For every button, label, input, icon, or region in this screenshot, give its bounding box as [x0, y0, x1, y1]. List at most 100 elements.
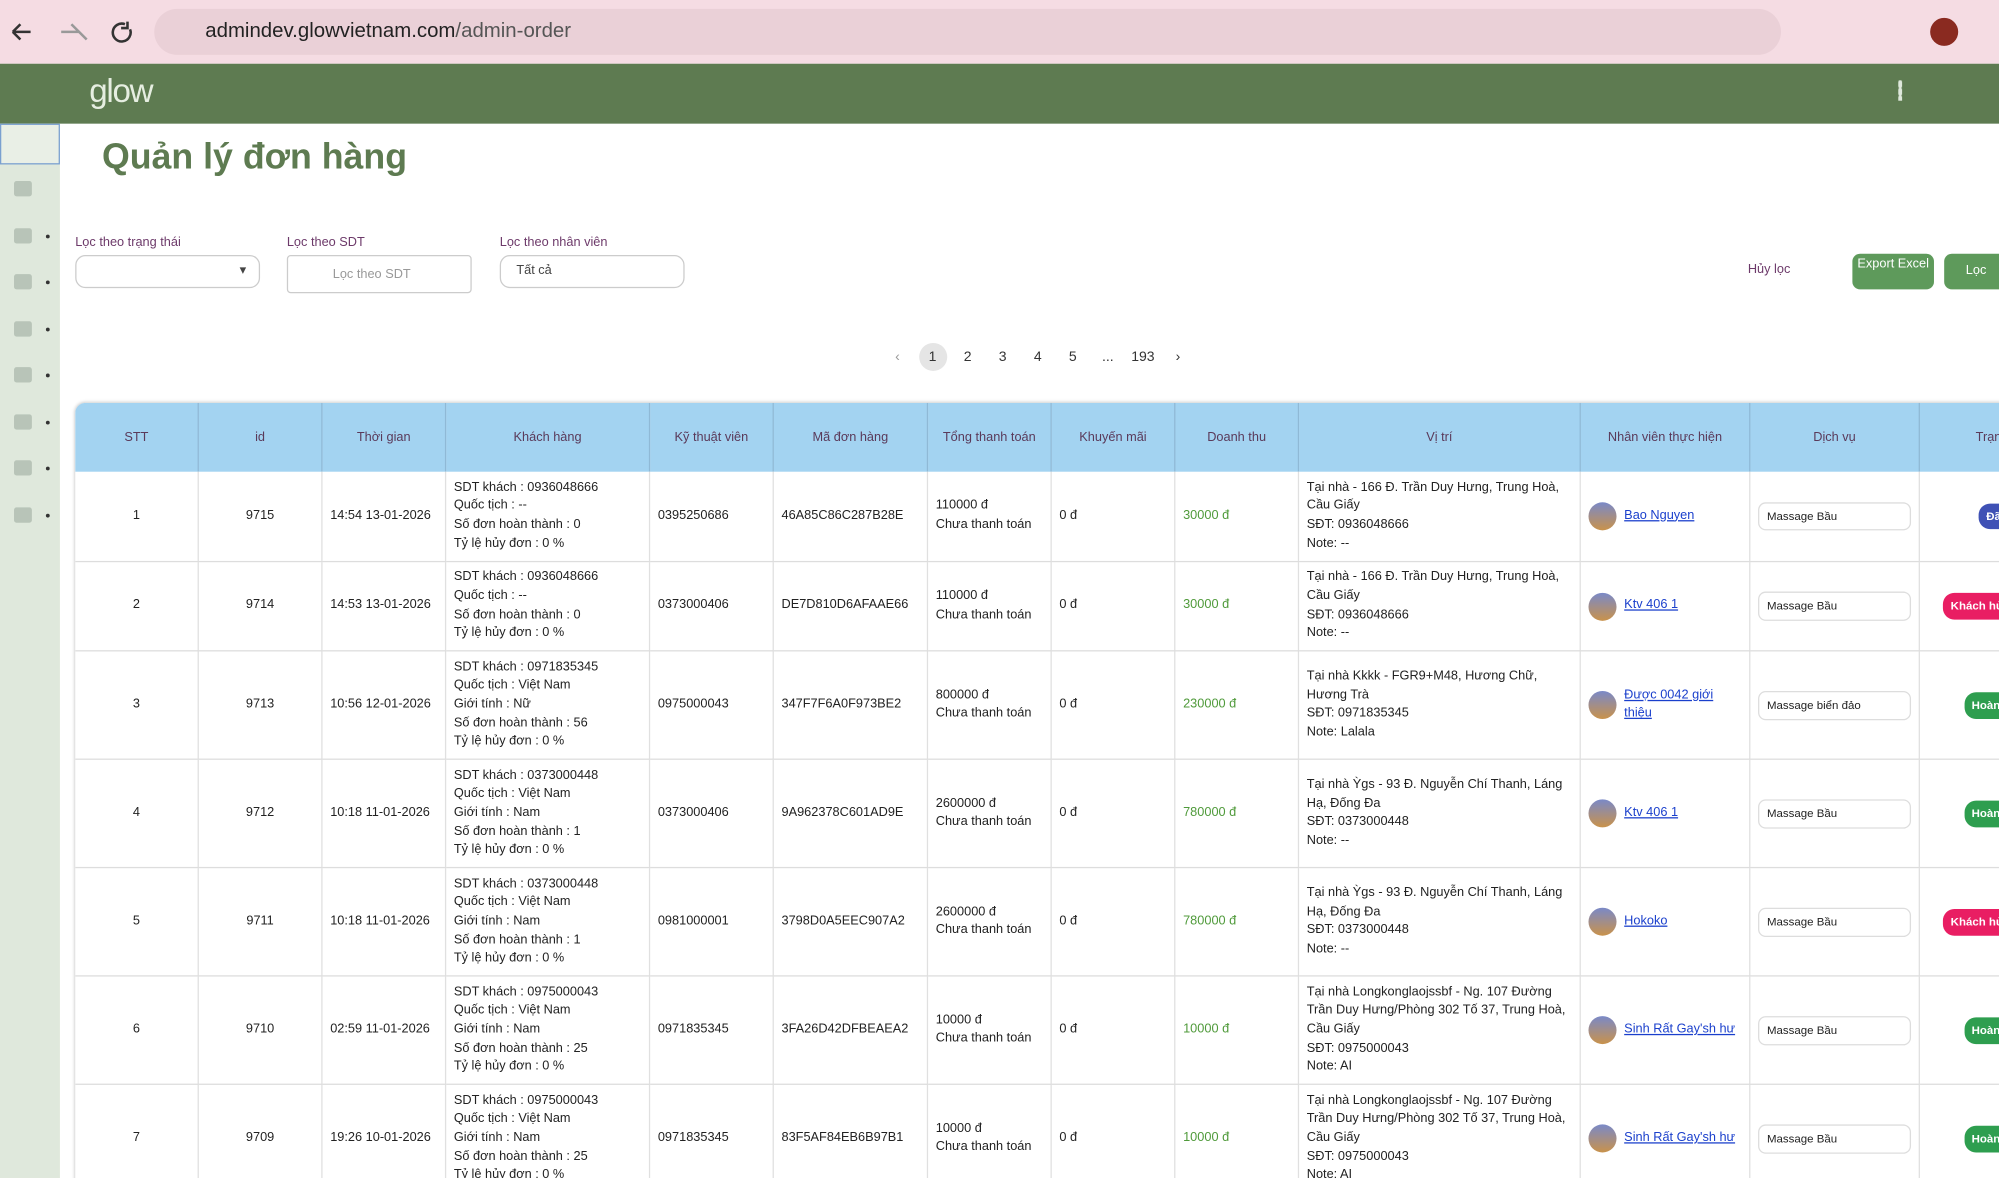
total-payment: Chưa thanh toán: [935, 815, 1032, 830]
export-button[interactable]: Export Excel: [1852, 253, 1934, 290]
customer-info: SDT khách : 0936048666: [453, 570, 599, 585]
staff-name[interactable]: Sinh Rất Gay'sh hư: [1624, 1130, 1736, 1145]
status-cell: Hoàn thành: [1919, 759, 1999, 869]
location-cell: Tại nhà Longkonglaojssbf - Ng. 107 Đường…: [1298, 976, 1581, 1086]
prev-page[interactable]: ‹: [895, 349, 900, 365]
url-bar[interactable]: admindev.glowvietnam.com/admin-order: [154, 8, 1781, 55]
location-cell: Tại nhà - 166 Đ. Trần Duy Hưng, Trung Ho…: [1298, 561, 1581, 652]
next-page[interactable]: ›: [1175, 349, 1181, 365]
filter-button[interactable]: Lọc: [1944, 253, 1999, 290]
status-select[interactable]: ▾: [75, 254, 261, 289]
staff-cell: Ktv 406 1: [1580, 759, 1751, 869]
staff-name[interactable]: Bao Nguyen: [1624, 508, 1695, 523]
service-cell: Massage Bầu: [1749, 867, 1920, 977]
menu-dots[interactable]: [1898, 80, 1903, 101]
sidebar-icon[interactable]: [14, 460, 32, 476]
status-cell: Đã duyệt: [1919, 471, 1999, 563]
sidebar-icon[interactable]: [14, 367, 32, 383]
sidebar-icon[interactable]: [14, 413, 32, 429]
page-button[interactable]: 193: [1131, 349, 1155, 365]
page-button[interactable]: 1: [918, 342, 947, 371]
staff-name[interactable]: Ktv 406 1: [1624, 598, 1679, 613]
location-cell: Tại nhà Kkkk - FGR9+M48, Hương Chữ, Hươn…: [1298, 651, 1581, 761]
total-payment: Chưa thanh toán: [935, 1140, 1032, 1155]
customer-info: Số đơn hoàn thành : 0: [453, 517, 581, 532]
customer-info: Tỷ lệ hủy đơn : 0 %: [453, 1059, 565, 1074]
service: Massage biển đảo: [1758, 690, 1912, 720]
customer-info-cell: SDT khách : 0936048666 Quốc tịch : -- Số đ…: [445, 561, 651, 652]
customer-info: SDT khách : 0975000043: [453, 985, 599, 1000]
order-id: 9714: [198, 561, 323, 652]
revenue: 230000 đ: [1174, 651, 1300, 761]
customer-info: Quốc tịch : Việt Nam: [453, 678, 571, 693]
customer-info: Tỷ lệ hủy đơn : 0 %: [453, 842, 565, 857]
staff-name[interactable]: Ktv 406 1: [1624, 805, 1679, 820]
service-cell: Massage Bầu: [1749, 759, 1920, 869]
order-row: 1 9715 14:54 13-01-2026 SDT khách : 0936048…: [75, 471, 1999, 563]
service-cell: Massage Bầu: [1749, 976, 1920, 1086]
customer-info-cell: SDT khách : 0373000448 Quốc tịch : Việt N…: [445, 759, 651, 869]
column-header: Thời gian: [321, 402, 447, 472]
stt: 5: [75, 867, 199, 977]
time: 14:53 13-01-2026: [321, 561, 447, 652]
location: Tại nhà - 166 Đ. Trần Duy Hưng, Trung Ho…: [1306, 570, 1560, 603]
location: Note: --: [1306, 941, 1350, 956]
staff-value: Tất cả: [516, 263, 552, 278]
staff-cell: Sinh Rất Gay'sh hư: [1580, 1084, 1751, 1178]
staff-name[interactable]: Được 0042 giới thiệu: [1624, 688, 1714, 721]
time: 19:26 10-01-2026: [321, 1084, 447, 1178]
promotion: 0 đ: [1051, 651, 1176, 761]
page-button[interactable]: 3: [998, 349, 1007, 365]
location: Tại nhà Ỳgs - 93 Đ. Nguyễn Chí Thanh, Lá…: [1306, 886, 1563, 919]
staff-cell: Sinh Rất Gay'sh hư: [1580, 976, 1751, 1086]
nav-icons: [11, 21, 132, 43]
order-code: 347F7F6A0F973BE2: [773, 651, 929, 761]
sidebar-icon[interactable]: [14, 227, 32, 243]
stt: 2: [75, 561, 199, 652]
profile-avatar[interactable]: [1930, 17, 1959, 46]
promotion: 0 đ: [1051, 759, 1176, 869]
customer-info: Giới tính : Nam: [453, 1130, 541, 1145]
page-button[interactable]: 2: [963, 349, 972, 365]
sidebar-icon[interactable]: [14, 181, 32, 197]
revenue: 10000 đ: [1174, 1084, 1300, 1178]
location: Note: --: [1306, 833, 1350, 848]
sidebar-icon[interactable]: [14, 506, 32, 523]
sidebar-icon[interactable]: [14, 320, 32, 336]
column-header: Khuyến mãi: [1051, 402, 1176, 472]
sidebar: [0, 123, 60, 1178]
location: SĐT: 0936048666: [1306, 517, 1409, 532]
location: SĐT: 0373000448: [1306, 923, 1409, 938]
sidebar-icon[interactable]: [14, 274, 32, 290]
location: Tại nhà Ỳgs - 93 Đ. Nguyễn Chí Thanh, Lá…: [1306, 777, 1563, 811]
order-id: 9715: [198, 471, 323, 563]
location-cell: Tại nhà - 166 Đ. Trần Duy Hưng, Trung Ho…: [1298, 471, 1581, 563]
technician: 0971835345: [649, 1084, 774, 1178]
sidebar-toggle[interactable]: [0, 123, 60, 165]
staff-name[interactable]: Hokoko: [1624, 914, 1668, 929]
staff-cell: Hokoko: [1580, 867, 1751, 977]
page-button[interactable]: 5: [1068, 349, 1077, 365]
page-button[interactable]: ...: [1102, 349, 1114, 365]
column-header: Khách hàng: [445, 402, 651, 472]
status-badge: Hoàn thành: [1963, 692, 1999, 719]
location: Tại nhà - 166 Đ. Trần Duy Hưng, Trung Ho…: [1306, 480, 1560, 513]
order-code: 9A962378C601AD9E: [773, 759, 929, 869]
staff-avatar: [1588, 691, 1617, 720]
customer-info: Quốc tịch : Việt Nam: [453, 895, 571, 910]
page-button[interactable]: 4: [1033, 349, 1042, 365]
technician: 0975000043: [649, 651, 774, 761]
order-row: 5 9711 10:18 11-01-2026 SDT khách : 0373000…: [75, 867, 1999, 977]
total-payment: 2600000 đ: [935, 904, 997, 919]
column-header: Doanh thu: [1174, 402, 1300, 472]
filter-label: Lọc theo nhân viên: [499, 235, 608, 250]
staff-name[interactable]: Sinh Rất Gay'sh hư: [1624, 1022, 1736, 1037]
clear-filter[interactable]: Hủy lọc: [1747, 262, 1791, 277]
total-payment: Chưa thanh toán: [935, 706, 1032, 721]
service: Massage Bầu: [1758, 1124, 1912, 1154]
staff-select[interactable]: Tất cả: [499, 254, 685, 289]
phone-input[interactable]: Lọc theo SDT: [286, 254, 472, 294]
logo[interactable]: glow: [89, 71, 153, 110]
total-payment: Chưa thanh toán: [935, 1031, 1032, 1046]
